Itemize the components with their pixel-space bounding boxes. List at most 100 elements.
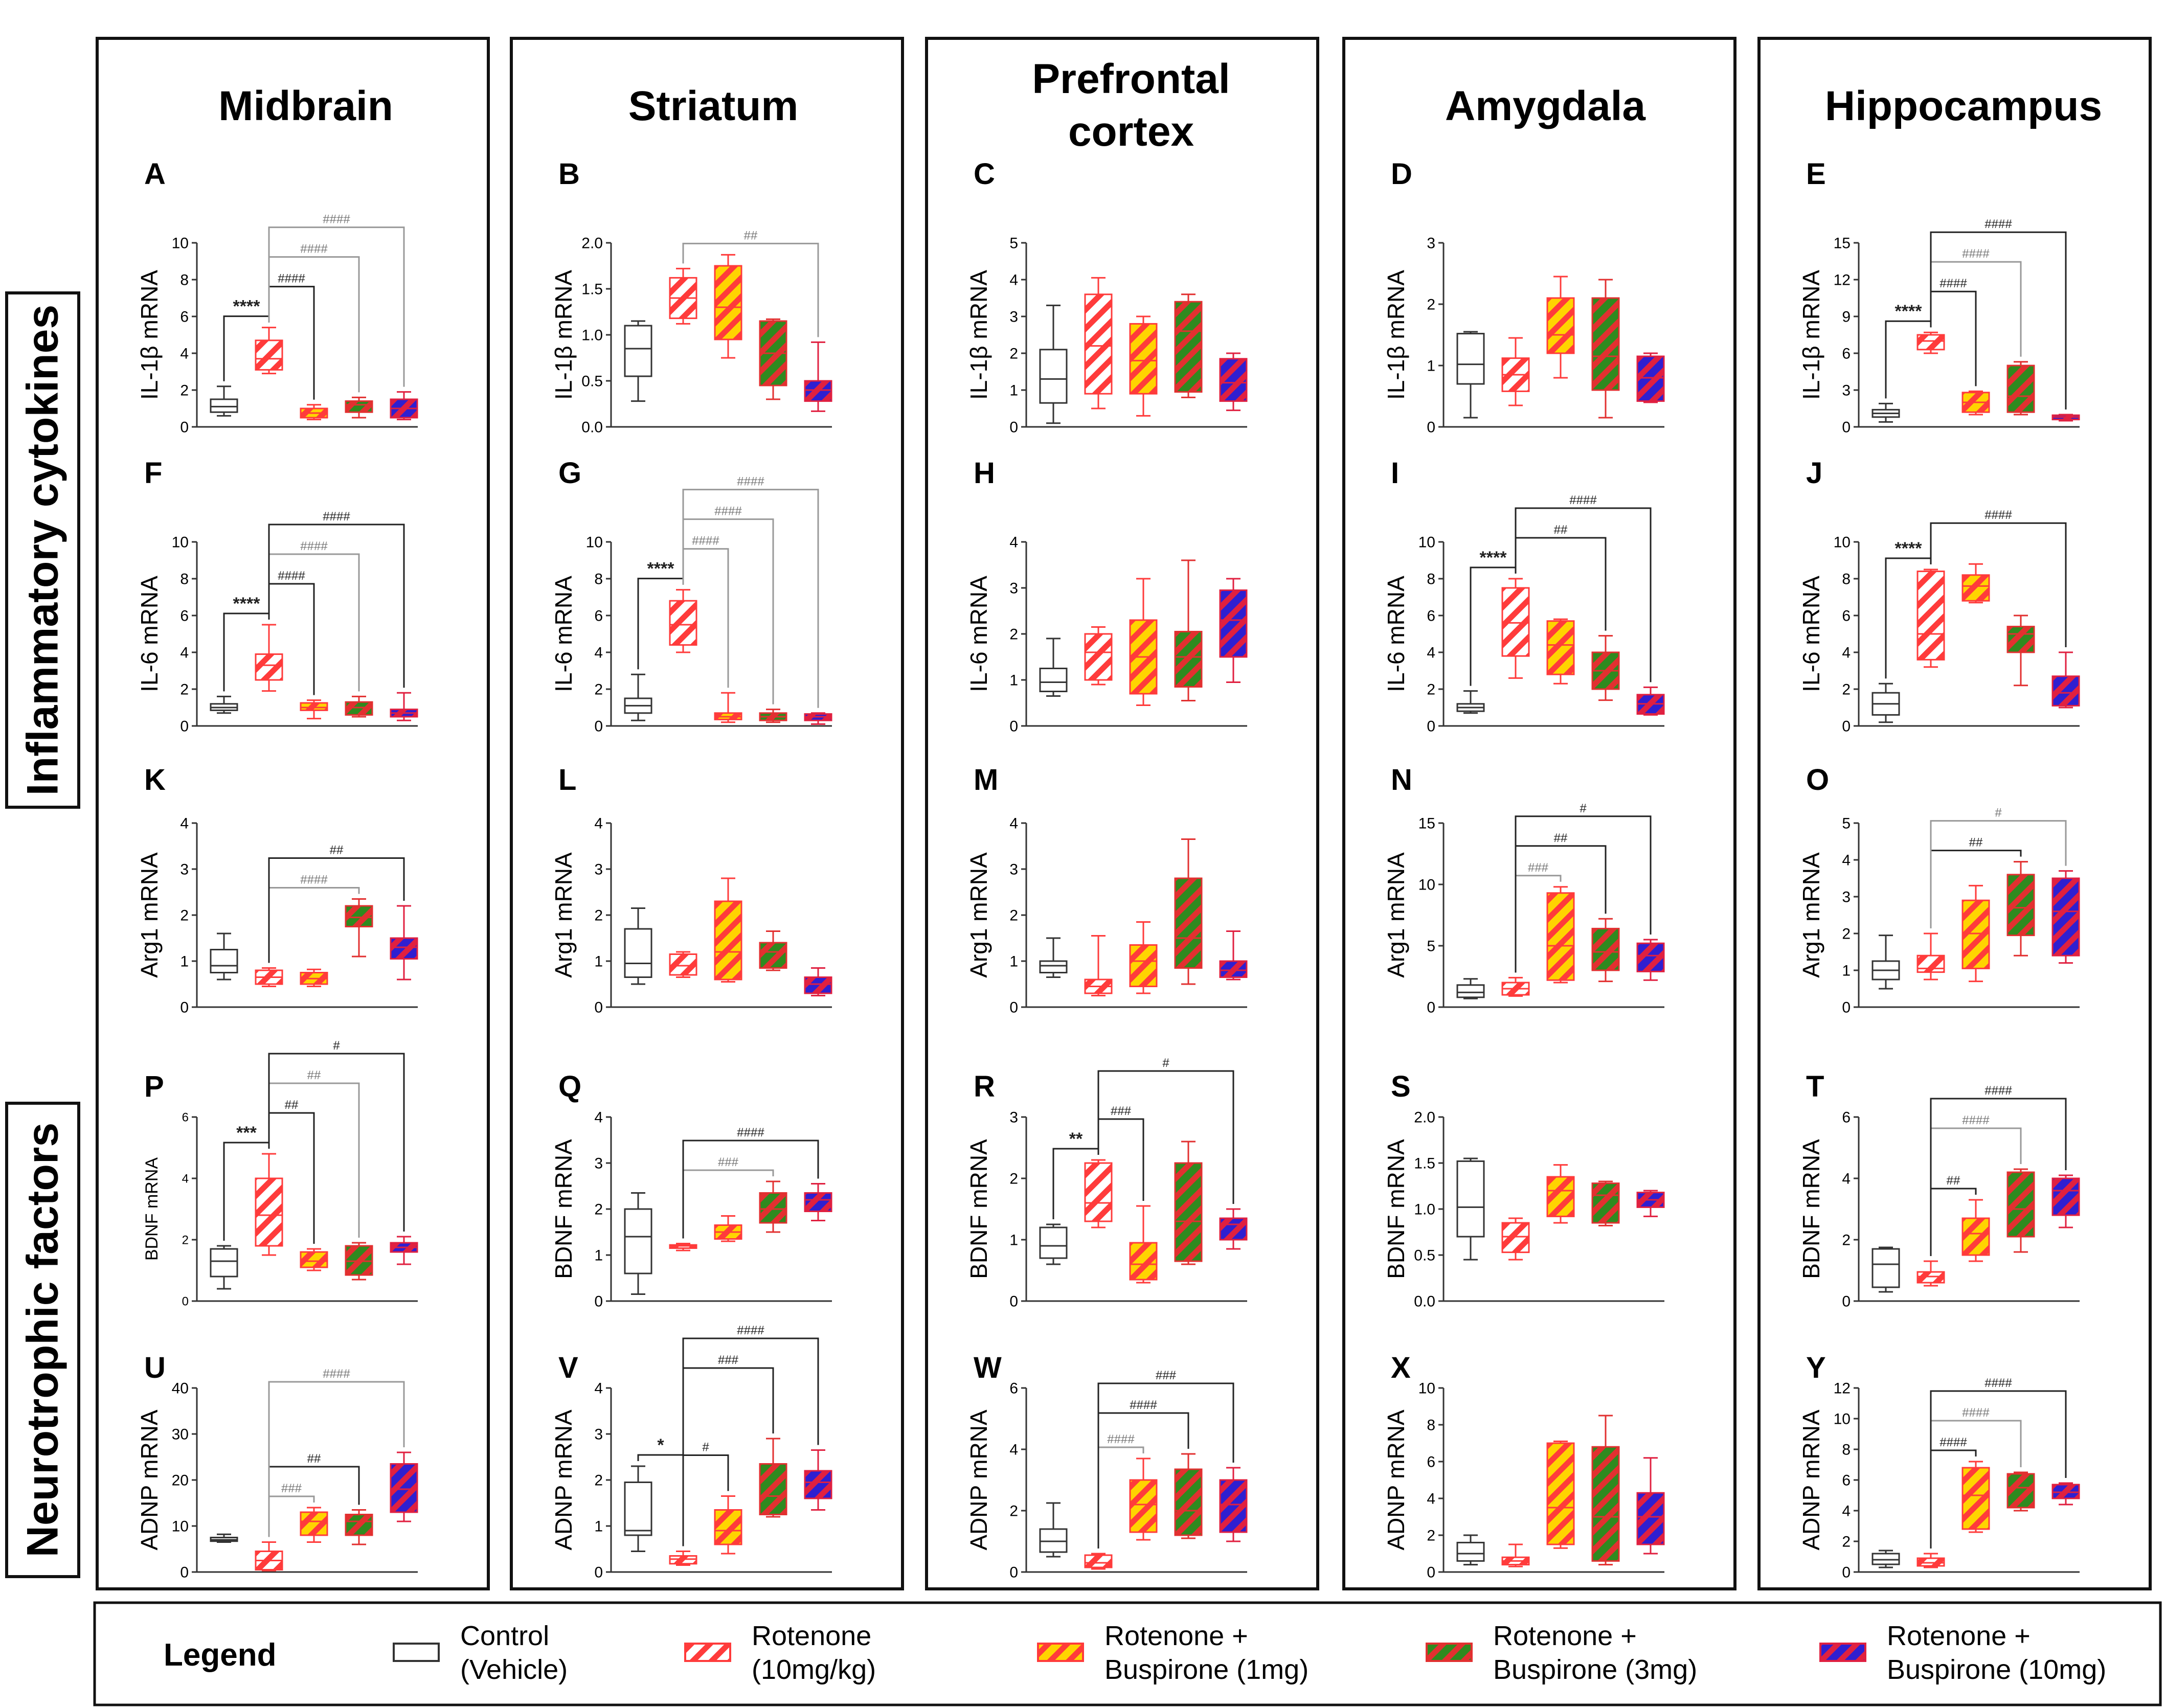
y-tick-label: 4 (1842, 1171, 1851, 1188)
box-rot (1084, 1553, 1113, 1570)
y-axis-label: Arg1 mRNA (965, 852, 992, 978)
bracket-label: ## (1969, 836, 1983, 850)
y-tick-label: 8 (1427, 1417, 1435, 1434)
bracket-line (268, 1381, 405, 1537)
y-tick-label: 10 (172, 1518, 189, 1535)
iqr-box (759, 942, 787, 969)
panel-letter: L (558, 763, 576, 796)
box-b3 (345, 695, 373, 718)
y-tick-label: 20 (172, 1472, 189, 1489)
bracket-label: #### (1940, 1436, 1967, 1449)
bracket-label: ## (1947, 1174, 1960, 1188)
y-axis-label: Arg1 mRNA (1383, 852, 1409, 978)
y-axis-label: ADNP mRNA (965, 1409, 992, 1551)
box-b3 (759, 1438, 787, 1518)
y-tick-label: 3 (1842, 889, 1851, 906)
y-tick-label: 4 (1427, 645, 1435, 662)
iqr-box (1961, 1217, 1990, 1256)
bracket-label: # (1580, 802, 1587, 815)
significance-bracket: #### (682, 1324, 819, 1546)
bracket-label: #### (737, 1126, 764, 1140)
significance-bracket: ## (268, 844, 405, 963)
panel-letter: V (558, 1351, 578, 1384)
iqr-box (345, 400, 373, 413)
bracket-label: #### (1130, 1398, 1157, 1412)
box-b10 (804, 967, 832, 996)
box-b3 (1591, 635, 1620, 701)
legend-swatch (1037, 1643, 1084, 1662)
box-b3 (759, 930, 787, 971)
iqr-box (1636, 1492, 1665, 1545)
iqr-box (390, 1463, 418, 1513)
side-label-neurotrophic: Neurotrophic factors (5, 1102, 80, 1578)
y-tick-label: 6 (1842, 1472, 1851, 1489)
iqr-box (669, 953, 697, 976)
iqr-box (1456, 1160, 1485, 1238)
iqr-box (1636, 942, 1665, 972)
bracket-line (1930, 820, 2067, 928)
y-tick-label: 4 (594, 645, 603, 662)
box-b10 (1219, 352, 1248, 412)
bracket-line (682, 489, 819, 708)
box-b3 (1174, 1453, 1203, 1539)
iqr-box (300, 1251, 328, 1268)
panel-F: F IL-6 mRNA 0 2 4 6 8 10 **** #### #### #### (136, 457, 418, 735)
panel-E: E IL-1β mRNA 0 3 6 9 12 15 **** #### #### #### (1798, 157, 2080, 436)
y-tick-label: 0 (1009, 1564, 1018, 1581)
significance-bracket: # (1097, 1056, 1234, 1204)
y-tick-label: 3 (1009, 580, 1018, 597)
panel-letter: M (974, 763, 998, 796)
box-control (624, 1465, 652, 1552)
box-rot (669, 589, 697, 653)
y-tick-label: 4 (594, 1109, 603, 1126)
y-axis-label: IL-1β mRNA (136, 270, 163, 400)
y-axis-label: Arg1 mRNA (550, 852, 577, 978)
box-b1 (1546, 1440, 1575, 1549)
y-tick-label: 0 (1009, 718, 1018, 735)
box-b10 (390, 1236, 418, 1265)
box-control (1871, 1550, 1900, 1568)
y-tick-label: 4 (182, 1172, 189, 1186)
box-b10 (1636, 939, 1665, 981)
y-tick-label: 4 (1009, 272, 1018, 289)
bracket-label: ### (718, 1353, 739, 1367)
box-rot (669, 1243, 697, 1251)
bracket-label: #### (1107, 1432, 1135, 1446)
legend-label: Buspirone (1mg) (1104, 1654, 1309, 1685)
iqr-box (1501, 1222, 1530, 1254)
bracket-label: ## (744, 229, 758, 242)
box-b1 (1546, 276, 1575, 379)
iqr-box (2006, 874, 2035, 937)
box-b1 (1546, 886, 1575, 984)
iqr-box (759, 1192, 787, 1224)
iqr-box (210, 1248, 238, 1278)
legend-label: Buspirone (10mg) (1887, 1654, 2106, 1685)
y-tick-label: 5 (1842, 815, 1851, 832)
box-b1 (714, 1495, 742, 1555)
y-tick-label: 2.0 (581, 235, 603, 252)
iqr-box (804, 380, 832, 402)
y-tick-label: 2 (1009, 907, 1018, 924)
bracket-label: ## (1554, 831, 1568, 845)
iqr-box (1084, 1162, 1113, 1222)
y-tick-label: 6 (594, 608, 603, 625)
y-tick-label: 1 (1427, 358, 1435, 375)
y-tick-label: 4 (594, 1380, 603, 1397)
box-rot (1084, 626, 1113, 686)
box-control (1456, 331, 1485, 419)
iqr-box (255, 653, 283, 681)
box-b1 (1129, 1458, 1158, 1541)
bracket-label: #### (1984, 1376, 2012, 1390)
y-tick-label: 0 (1427, 1564, 1435, 1581)
y-tick-label: 0 (1842, 718, 1851, 735)
y-tick-label: 8 (1427, 571, 1435, 588)
panel-letter: J (1806, 457, 1822, 490)
y-tick-label: 0 (1842, 1564, 1851, 1581)
panel-letter: D (1391, 157, 1412, 191)
box-b3 (759, 709, 787, 723)
y-tick-label: 10 (1834, 1411, 1851, 1428)
y-tick-label: 0 (1009, 419, 1018, 436)
